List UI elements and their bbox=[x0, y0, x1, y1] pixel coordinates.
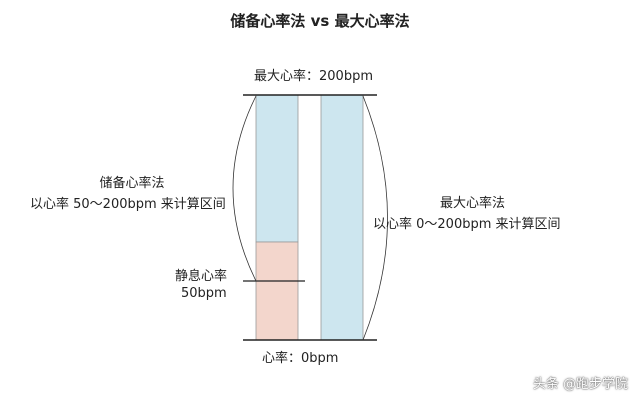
right-brace-arc bbox=[362, 95, 388, 341]
right-bar-max-range bbox=[320, 94, 364, 341]
resting-label: 静息心率 bbox=[175, 269, 228, 284]
right-method-desc: 以心率 0～200bpm 来计算区间 bbox=[373, 217, 561, 232]
max-heart-rate-label: 最大心率：200bpm bbox=[254, 69, 373, 84]
watermark: 头条 @跑步学院 bbox=[532, 377, 628, 392]
left-method-desc: 以心率 50～200bpm 来计算区间 bbox=[30, 197, 226, 212]
left-bar-reserve-range bbox=[255, 94, 299, 243]
resting-value: 50bpm bbox=[181, 286, 227, 301]
left-brace-arc bbox=[232, 95, 257, 282]
zero-heart-rate-label: 心率：0bpm bbox=[262, 351, 339, 366]
left-bar-resting-range bbox=[255, 241, 299, 341]
left-method-name: 储备心率法 bbox=[99, 176, 165, 191]
right-method-name: 最大心率法 bbox=[440, 196, 506, 211]
diagram-title: 储备心率法 vs 最大心率法 bbox=[230, 12, 410, 30]
